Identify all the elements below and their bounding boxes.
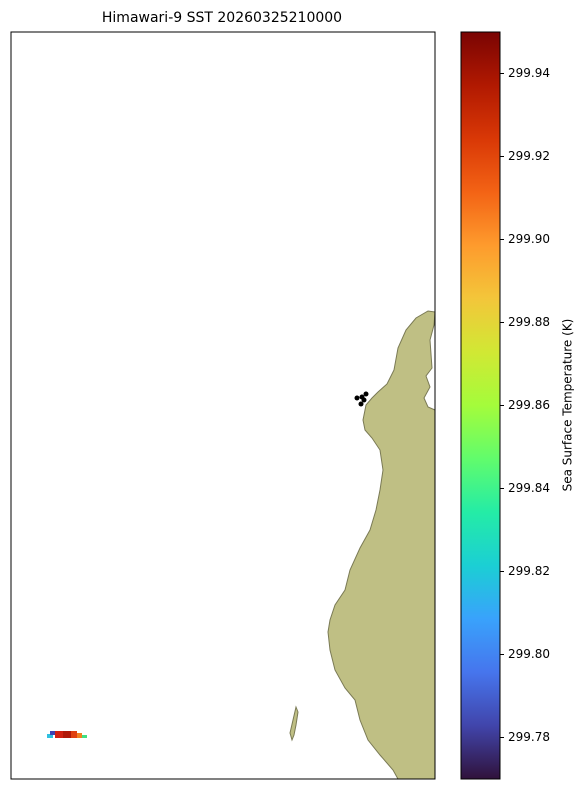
map-frame <box>10 31 436 780</box>
colorbar-tick-label: 299.94 <box>508 66 550 80</box>
station <box>363 391 369 397</box>
colorbar-tick-label: 299.88 <box>508 315 550 329</box>
colorbar-tick-label: 299.86 <box>508 398 550 412</box>
colorbar-tick-label: 299.90 <box>508 232 550 246</box>
land <box>327 310 436 780</box>
pixel <box>82 735 87 738</box>
station <box>354 395 360 401</box>
pixel <box>47 734 53 738</box>
colorbar <box>460 31 501 780</box>
island <box>289 705 299 742</box>
pixel <box>55 731 63 738</box>
map-title: Himawari-9 SST 20260325210000 <box>102 10 342 26</box>
pixel <box>71 731 77 738</box>
colorbar-tick-label: 299.78 <box>508 730 550 744</box>
colorbar-label: Sea Surface Temperature (K) <box>561 319 575 492</box>
station <box>361 397 367 403</box>
pixel <box>77 733 82 738</box>
map <box>10 31 436 780</box>
station <box>358 401 364 407</box>
sst-pixels <box>47 731 87 738</box>
pixel <box>50 731 55 735</box>
stations <box>354 391 369 407</box>
colorbar-tick-label: 299.92 <box>508 149 550 163</box>
colorbar-tick-label: 299.80 <box>508 647 550 661</box>
colorbar-tick-label: 299.82 <box>508 564 550 578</box>
colorbar-tick-label: 299.84 <box>508 481 550 495</box>
pixel <box>63 731 71 738</box>
